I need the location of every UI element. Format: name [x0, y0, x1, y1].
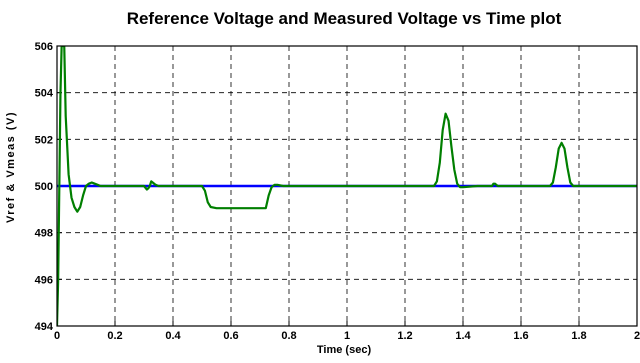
x-tick-label: 0.4 [165, 330, 181, 342]
y-tick-label: 506 [35, 41, 53, 53]
x-tick-label: 1.6 [513, 330, 528, 342]
x-tick-label: 0.6 [223, 330, 238, 342]
y-axis-label: Vref & Vmeas (V) [5, 111, 17, 223]
x-axis-label: Time (sec) [317, 344, 372, 356]
y-tick-label: 504 [35, 88, 54, 100]
x-tick-label: 1.2 [397, 330, 412, 342]
series-lines [57, 46, 637, 326]
y-tick-label: 502 [35, 134, 53, 146]
series-line-vmeas [57, 46, 637, 326]
x-tick-label: 1 [344, 330, 350, 342]
x-tick-label: 1.4 [455, 330, 471, 342]
x-tick-label: 2 [634, 330, 640, 342]
x-tick-label: 0.2 [107, 330, 122, 342]
x-tick-label: 0 [54, 330, 60, 342]
y-tick-label: 500 [35, 181, 53, 193]
x-tick-labels: 0 0.2 0.4 0.6 0.8 1 1.2 1.4 1.6 1.8 2 [54, 330, 640, 342]
x-tick-label: 1.8 [571, 330, 586, 342]
plot-frame [56, 45, 638, 327]
x-tick-label: 0.8 [281, 330, 296, 342]
y-tick-labels: 494 496 498 500 502 504 506 [35, 41, 54, 333]
y-tick-label: 498 [35, 228, 53, 240]
y-tick-label: 494 [35, 321, 54, 333]
y-tick-label: 496 [35, 274, 53, 286]
chart-title: Reference Voltage and Measured Voltage v… [127, 9, 562, 28]
